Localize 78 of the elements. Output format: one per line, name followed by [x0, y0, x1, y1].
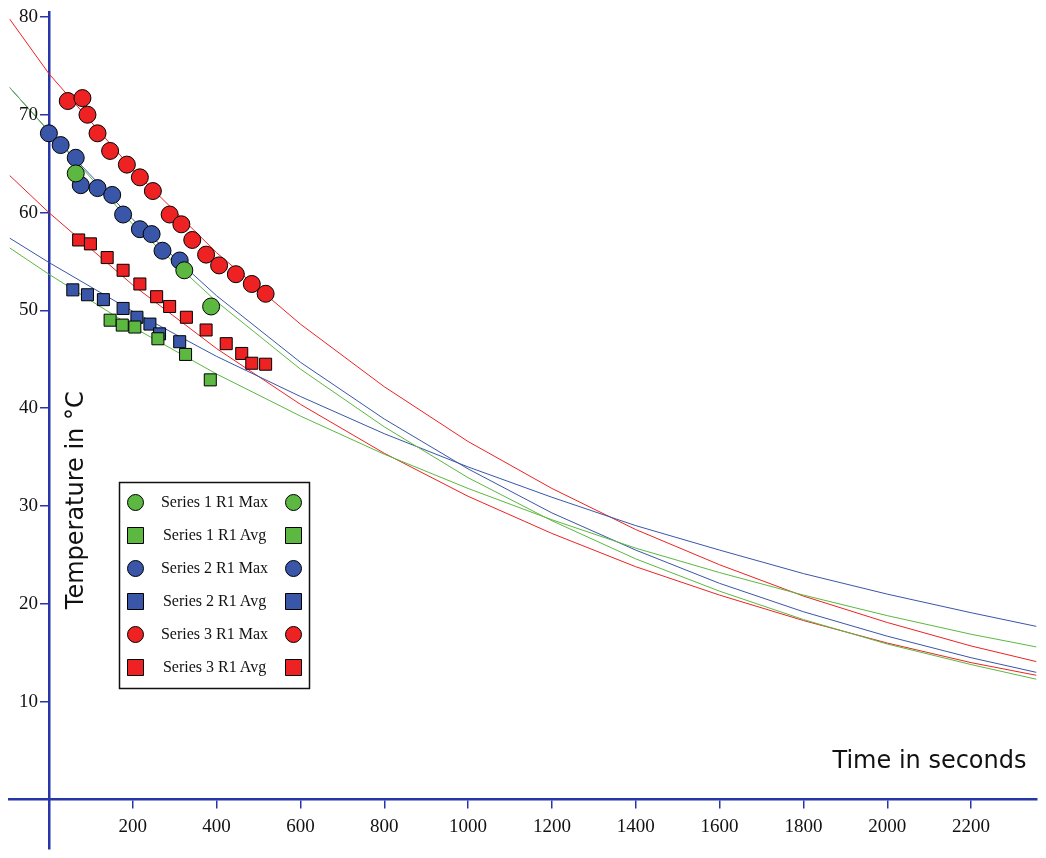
point [203, 373, 217, 387]
point [114, 205, 133, 224]
legend-label: Series 1 R1 Max [160, 492, 269, 510]
point [143, 182, 162, 201]
point [179, 310, 193, 324]
point [78, 105, 97, 124]
point [133, 277, 147, 291]
point [173, 335, 187, 349]
point [66, 164, 85, 183]
point [175, 261, 194, 280]
x-axis-title: Time in seconds [831, 745, 1027, 774]
point [51, 136, 70, 155]
y-tick-label: 20 [18, 591, 38, 613]
y-tick-label: 50 [18, 298, 38, 320]
point [88, 179, 107, 198]
point [116, 301, 130, 315]
point [179, 347, 193, 361]
legend-label: Series 3 R1 Avg [162, 657, 267, 676]
point [72, 233, 86, 247]
x-tick-label: 2200 [952, 814, 991, 836]
point [116, 263, 130, 277]
point [128, 320, 142, 334]
x-tick-label: 1600 [700, 814, 739, 836]
point [160, 205, 179, 224]
x-tick-label: 200 [118, 814, 147, 836]
point [73, 89, 92, 108]
x-tick-label: 1800 [784, 814, 823, 836]
point [172, 215, 191, 234]
x-tick-label: 1400 [616, 814, 655, 836]
point [103, 313, 117, 327]
x-tick-label: 400 [202, 814, 231, 836]
y-tick-label: 60 [18, 200, 38, 222]
point [96, 293, 110, 307]
y-tick-label: 80 [18, 4, 38, 26]
point [150, 290, 164, 304]
point [153, 241, 172, 260]
point [103, 185, 122, 204]
point [58, 92, 77, 111]
x-tick-label: 2000 [868, 814, 907, 836]
point [245, 356, 259, 370]
point [142, 225, 161, 244]
x-tick-label: 1000 [449, 814, 488, 836]
point [259, 357, 273, 371]
point [66, 148, 85, 167]
point [151, 332, 165, 346]
point [39, 124, 58, 143]
x-tick-label: 1200 [532, 814, 571, 836]
point [88, 124, 107, 143]
point [143, 317, 157, 331]
y-tick-label: 10 [18, 689, 38, 711]
legend-label: Series 3 R1 Max [160, 624, 269, 642]
legend-label: Series 1 R1 Avg [162, 525, 267, 544]
point [183, 230, 202, 249]
point [219, 337, 233, 351]
point [101, 141, 120, 160]
point [130, 168, 149, 187]
point [256, 284, 275, 303]
point [100, 251, 114, 265]
point [115, 318, 129, 332]
point [197, 245, 216, 264]
x-tick-label: 600 [286, 814, 315, 836]
point [117, 155, 136, 174]
point [163, 299, 177, 313]
point [226, 265, 245, 284]
point [66, 283, 80, 297]
point [199, 323, 213, 337]
y-axis-title: Temperature in °C [61, 391, 90, 611]
point [235, 346, 249, 360]
point [210, 256, 229, 275]
point [202, 297, 221, 316]
point [242, 274, 261, 293]
y-tick-label: 30 [18, 494, 38, 516]
x-tick-label: 800 [370, 814, 399, 836]
legend-label: Series 2 R1 Max [160, 558, 269, 576]
point [80, 288, 94, 302]
y-tick-label: 40 [18, 396, 38, 418]
point [83, 237, 97, 251]
legend-label: Series 2 R1 Avg [162, 591, 267, 610]
